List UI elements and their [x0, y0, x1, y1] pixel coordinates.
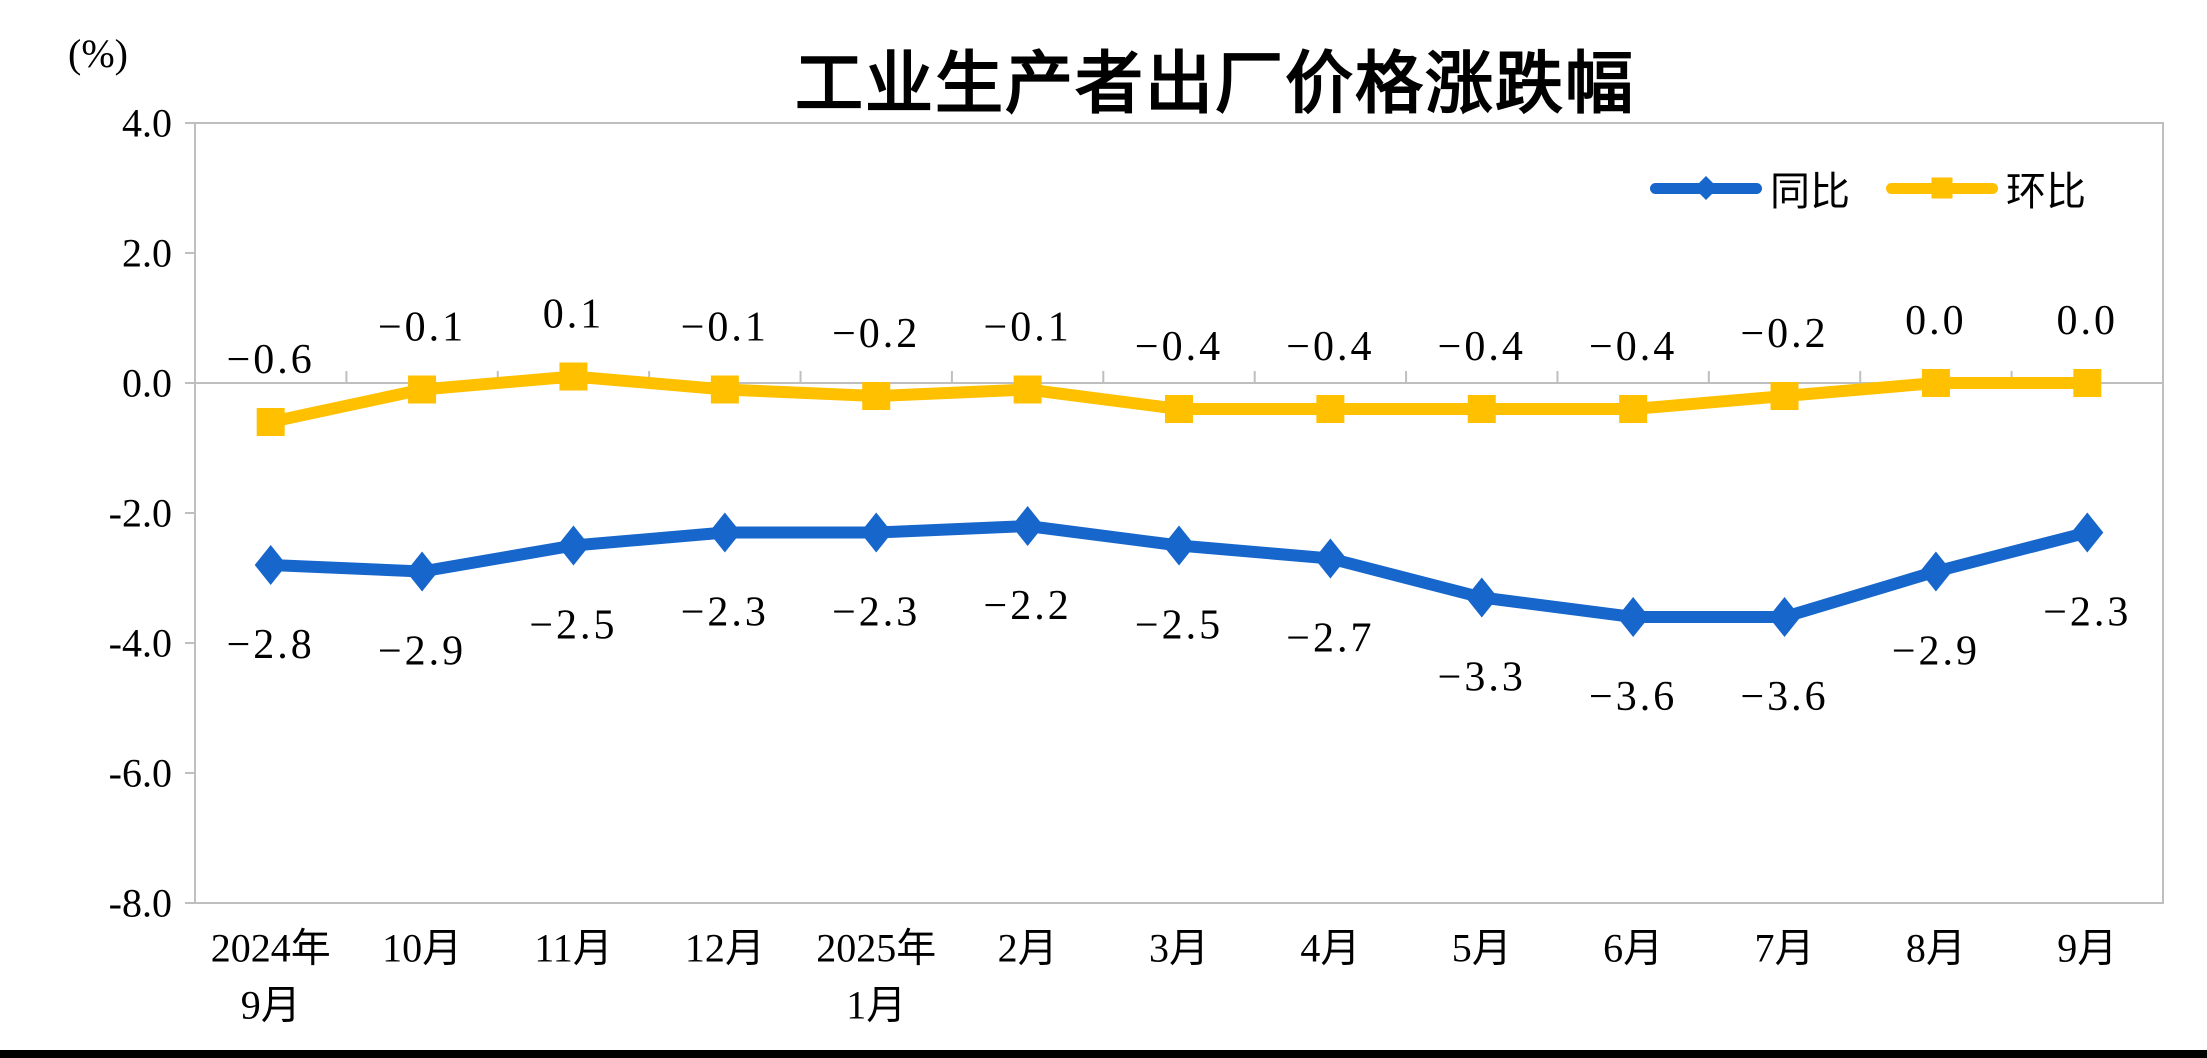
x-axis-label: 5月 [1452, 926, 1512, 971]
mom-data-label: −0.1 [681, 305, 769, 351]
mom-data-marker [1770, 382, 1799, 410]
yoy-data-label: −3.6 [1740, 674, 1828, 720]
yoy-data-label: −2.5 [1135, 603, 1223, 649]
yoy-data-marker [1314, 538, 1347, 579]
y-axis-tick-label: 0.0 [122, 361, 172, 406]
mom-data-label: −0.6 [227, 337, 315, 383]
yoy-data-marker [1163, 525, 1195, 566]
x-axis-label: 6月 [1603, 926, 1663, 971]
mom-data-marker [559, 362, 588, 391]
yoy-data-marker [254, 545, 287, 585]
mom-data-label: −0.4 [1589, 324, 1677, 370]
yoy-data-label: −2.9 [378, 629, 466, 675]
yoy-data-marker [1465, 577, 1498, 618]
y-axis-tick-label: -8.0 [109, 881, 172, 926]
yoy-data-label: −2.8 [227, 622, 315, 668]
mom-data-label: −0.2 [832, 311, 920, 357]
mom-data-label: 0.1 [543, 292, 605, 338]
y-axis-tick-label: 2.0 [122, 231, 172, 276]
chart-title: 工业生产者出厂价格涨跌幅 [794, 46, 1636, 122]
x-axis-label: 11月 [534, 926, 613, 971]
mom-data-marker [1467, 395, 1496, 423]
yoy-data-marker [1919, 551, 1952, 592]
y-axis-tick-label: -2.0 [109, 491, 172, 536]
mom-data-marker [1921, 369, 1950, 397]
mom-data-label: 0.0 [1905, 298, 1967, 344]
yoy-data-marker [557, 525, 590, 566]
yoy-data-label: −3.3 [1438, 655, 1526, 701]
y-axis-tick-label: -4.0 [109, 621, 172, 666]
mom-data-marker [1165, 395, 1193, 423]
yoy-data-label: −2.3 [2043, 590, 2131, 636]
mom-data-marker [710, 375, 739, 404]
mom-data-label: −0.4 [1438, 324, 1526, 370]
mom-data-label: 0.0 [2057, 298, 2119, 344]
mom-data-marker [2073, 369, 2102, 397]
yoy-data-marker [860, 512, 893, 553]
mom-data-label: −0.4 [1286, 324, 1374, 370]
yoy-legend-line-icon [1650, 175, 1762, 201]
plot-area-border [194, 122, 2164, 904]
yoy-data-label: −3.6 [1589, 674, 1677, 720]
yoy-data-marker [1011, 506, 1044, 546]
legend-label-mom: 环比 [2006, 170, 2086, 214]
x-axis-label: 2月 [998, 926, 1058, 971]
x-axis-label: 2024年 [211, 926, 331, 971]
square-marker-icon [1931, 177, 1953, 199]
x-axis-label: 12月 [685, 926, 765, 971]
yoy-data-label: −2.5 [529, 603, 617, 649]
x-axis-label: 9月 [241, 983, 301, 1028]
mom-data-marker [1316, 395, 1345, 423]
yoy-data-label: −2.3 [681, 590, 769, 636]
yoy-data-marker [2071, 512, 2104, 553]
yoy-data-marker [1768, 597, 1801, 637]
yoy-data-marker [708, 512, 741, 553]
x-axis-label: 7月 [1755, 926, 1815, 971]
x-axis-label: 4月 [1300, 926, 1360, 971]
mom-data-marker [1619, 395, 1648, 423]
mom-legend-line-icon [1886, 177, 1998, 199]
yoy-data-label: −2.9 [1892, 629, 1980, 675]
mom-data-label: −0.1 [984, 305, 1072, 351]
mom-data-marker [1013, 375, 1042, 404]
x-axis-label: 8月 [1906, 926, 1966, 971]
yoy-data-label: −2.7 [1286, 616, 1374, 662]
yoy-data-marker [406, 551, 439, 592]
mom-data-label: −0.2 [1740, 311, 1828, 357]
legend-item-mom: 环比 [1886, 159, 2086, 217]
x-axis-label: 3月 [1149, 926, 1209, 971]
mom-data-label: −0.1 [378, 305, 466, 351]
x-axis-label: 10月 [382, 926, 462, 971]
yoy-data-marker [1617, 597, 1650, 637]
x-axis-label: 1月 [846, 983, 906, 1028]
mom-data-marker [256, 408, 285, 436]
y-axis-tick-label: -6.0 [109, 751, 172, 796]
diamond-marker-icon [1693, 175, 1719, 201]
yoy-data-label: −2.2 [984, 583, 1072, 629]
legend-label-yoy: 同比 [1770, 170, 1850, 214]
x-axis-label: 9月 [2057, 926, 2117, 971]
mom-data-marker [408, 375, 437, 404]
mom-data-marker [862, 382, 891, 410]
x-axis-label: 2025年 [816, 926, 936, 971]
y-axis-unit-label: (%) [68, 31, 128, 76]
y-axis-tick-label: 4.0 [122, 101, 172, 146]
mom-data-label: −0.4 [1135, 324, 1223, 370]
bottom-divider-bar [0, 1050, 2207, 1058]
yoy-data-label: −2.3 [832, 590, 920, 636]
legend-item-yoy: 同比 [1650, 159, 1850, 217]
legend: 同比 环比 [1650, 166, 2086, 214]
